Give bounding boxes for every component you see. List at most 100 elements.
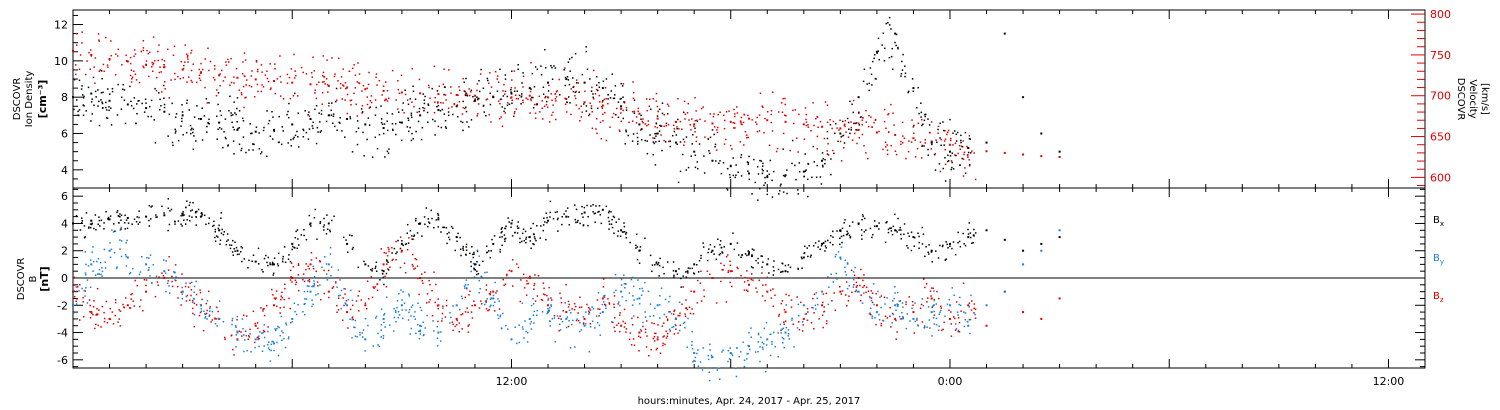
- scatter-dot: [805, 118, 807, 121]
- scatter-dot: [769, 159, 772, 162]
- scatter-dot: [218, 126, 221, 129]
- scatter-dot: [327, 91, 329, 93]
- scatter-dot: [661, 149, 663, 152]
- scatter-dot: [306, 285, 309, 287]
- scatter-dot: [181, 120, 183, 123]
- scatter-dot: [114, 299, 117, 301]
- scatter-dot: [903, 137, 906, 140]
- scatter-dot: [704, 136, 706, 138]
- scatter-dot: [180, 214, 182, 217]
- scatter-dot: [119, 239, 121, 241]
- scatter-dot: [218, 300, 221, 302]
- scatter-dot: [238, 143, 241, 146]
- scatter-dot: [528, 236, 530, 238]
- scatter-dot: [581, 205, 583, 208]
- scatter-dot: [478, 307, 481, 309]
- scatter-dot: [421, 273, 423, 275]
- scatter-dot: [155, 214, 157, 216]
- data-point: [620, 229, 623, 232]
- scatter-dot: [851, 103, 853, 106]
- scatter-dot: [621, 296, 624, 298]
- scatter-dot: [438, 85, 441, 87]
- scatter-dot: [526, 280, 528, 282]
- scatter-dot: [356, 336, 358, 338]
- scatter-dot: [831, 127, 833, 130]
- data-point: [272, 342, 275, 345]
- scatter-dot: [308, 267, 310, 270]
- scatter-dot: [651, 264, 654, 266]
- scatter-dot: [321, 266, 323, 268]
- scatter-dot: [797, 303, 800, 306]
- scatter-dot: [156, 216, 158, 218]
- scatter-dot: [533, 236, 536, 238]
- data-point: [766, 338, 769, 341]
- scatter-dot: [890, 103, 892, 106]
- scatter-dot: [467, 283, 469, 286]
- scatter-dot: [479, 73, 482, 75]
- scatter-dot: [408, 295, 410, 297]
- scatter-dot: [356, 143, 359, 146]
- scatter-dot: [885, 127, 887, 130]
- scatter-dot: [637, 335, 640, 338]
- scatter-dot: [511, 102, 513, 105]
- scatter-dot: [109, 256, 112, 259]
- scatter-dot: [961, 145, 964, 148]
- scatter-dot: [402, 244, 404, 247]
- scatter-dot: [844, 294, 847, 296]
- scatter-dot: [806, 319, 809, 322]
- scatter-dot: [762, 162, 764, 165]
- scatter-dot: [545, 103, 548, 106]
- scatter-dot: [188, 109, 191, 111]
- scatter-dot: [195, 224, 198, 226]
- scatter-dot: [886, 144, 888, 146]
- scatter-dot: [204, 313, 206, 315]
- scatter-dot: [542, 93, 545, 96]
- scatter-dot: [813, 161, 816, 163]
- scatter-dot: [654, 307, 656, 310]
- scatter-dot: [411, 263, 414, 266]
- data-point: [601, 104, 604, 107]
- scatter-dot: [686, 308, 689, 311]
- scatter-dot: [677, 118, 679, 121]
- scatter-dot: [186, 99, 188, 102]
- data-point: [455, 93, 458, 96]
- scatter-dot: [921, 144, 924, 147]
- scatter-dot: [190, 49, 193, 52]
- scatter-dot: [732, 157, 734, 159]
- scatter-dot: [497, 100, 500, 102]
- scatter-dot: [722, 349, 724, 352]
- scatter-dot: [898, 229, 900, 231]
- scatter-dot: [492, 294, 495, 297]
- scatter-dot: [530, 320, 533, 323]
- scatter-dot: [374, 265, 377, 268]
- scatter-dot: [766, 170, 768, 172]
- scatter-dot: [838, 286, 841, 288]
- scatter-dot: [215, 235, 218, 237]
- scatter-dot: [901, 311, 903, 314]
- scatter-dot: [818, 318, 820, 320]
- scatter-dot: [673, 333, 676, 335]
- data-point: [473, 263, 476, 266]
- scatter-dot: [843, 221, 845, 224]
- scatter-dot: [183, 219, 185, 221]
- scatter-dot: [266, 343, 269, 346]
- scatter-dot: [759, 92, 762, 95]
- scatter-dot: [554, 98, 557, 100]
- scatter-dot: [330, 266, 333, 268]
- scatter-dot: [962, 282, 965, 284]
- scatter-dot: [735, 367, 737, 370]
- scatter-dot: [181, 273, 183, 275]
- scatter-dot: [422, 93, 425, 95]
- scatter-dot: [181, 286, 183, 289]
- scatter-dot: [545, 238, 547, 241]
- scatter-dot: [249, 333, 251, 335]
- scatter-dot: [168, 223, 171, 226]
- scatter-dot: [476, 270, 478, 273]
- scatter-dot: [635, 247, 637, 249]
- scatter-dot: [79, 229, 82, 231]
- scatter-dot: [844, 125, 846, 128]
- scatter-dot: [115, 53, 117, 55]
- scatter-dot: [129, 307, 132, 309]
- scatter-dot: [465, 287, 468, 289]
- scatter-dot: [736, 347, 738, 349]
